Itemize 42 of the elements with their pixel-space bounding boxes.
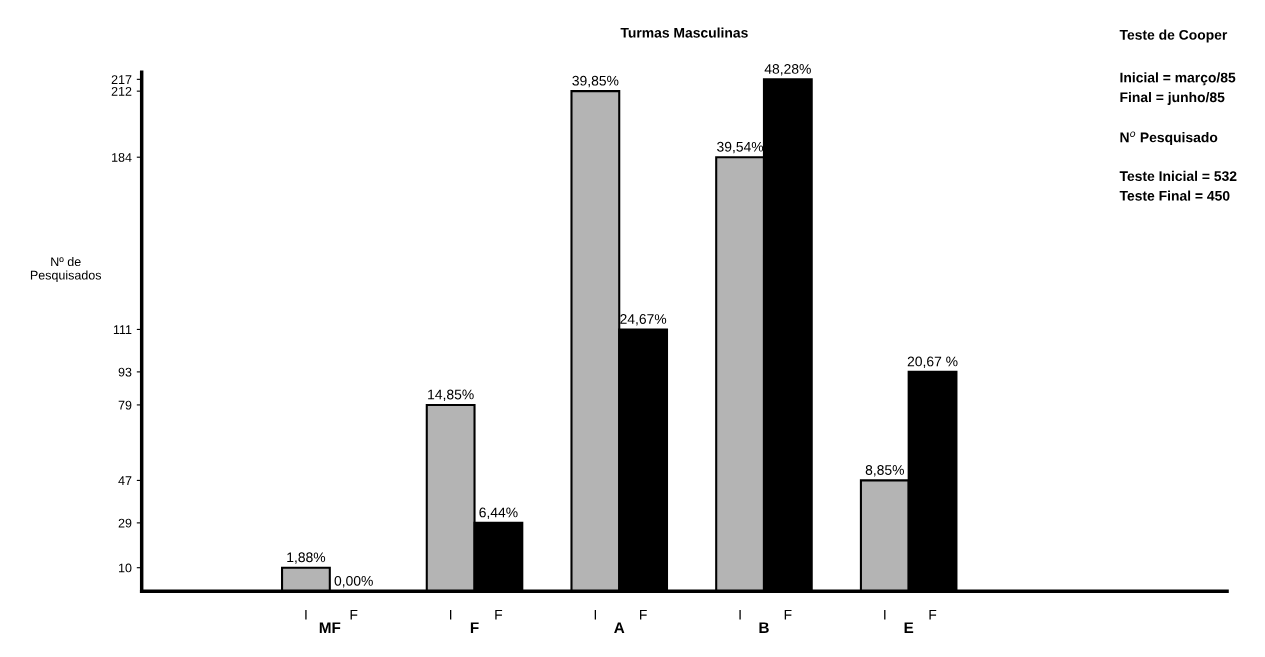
y-tick-label: 29: [118, 518, 132, 528]
x-tick-label: F: [470, 622, 479, 633]
y-axis-title: Nº de Pesquisados: [30, 256, 102, 283]
y-tick-label: 93: [118, 367, 132, 377]
text: I: [450, 609, 452, 620]
annotation: 6,44%: [479, 507, 518, 519]
x-tick-label: A: [614, 622, 625, 633]
y-tick-label: 79: [118, 400, 132, 410]
text: I: [594, 609, 597, 620]
x-tick-label: MF: [319, 622, 341, 633]
text: F: [784, 609, 792, 620]
y-tick-label: 47: [118, 476, 132, 485]
annotation: 14,85%: [428, 389, 474, 402]
annotation: 0,00%: [334, 575, 373, 588]
text: I: [884, 609, 886, 620]
y-tick-label: 184: [112, 153, 132, 162]
series-label: I: [305, 609, 307, 620]
y-tick-label: 217: [111, 75, 132, 84]
text: F: [929, 609, 937, 620]
text: I: [739, 609, 741, 620]
x-tick-label: B: [759, 622, 769, 633]
annotation: 39,54%: [717, 141, 764, 154]
text: Teste de Cooper: [1119, 29, 1228, 43]
annotation: 24,67%: [620, 314, 667, 326]
text: Teste Final = 450: [1119, 190, 1230, 201]
annotation: 39,85%: [572, 75, 619, 88]
y-tick-label: 111: [113, 325, 132, 334]
annotation: 48,28%: [764, 63, 811, 76]
annotation: 1,88%: [287, 552, 326, 564]
series-label: F: [350, 609, 358, 620]
text: Inicial = março/85: [1120, 72, 1236, 86]
y-tick-label: 212: [111, 86, 132, 96]
chart-title: Turmas Masculinas: [620, 27, 748, 38]
x-tick-label: E: [904, 622, 914, 633]
text: N$^{o}$ Pesquisado: [1120, 131, 1218, 146]
annotation: 20,67 %: [907, 356, 958, 369]
text: Teste Inicial = 532: [1119, 170, 1237, 182]
y-tick-label: 10: [119, 563, 132, 573]
text: F: [640, 609, 647, 620]
annotation: 8,85%: [865, 465, 904, 477]
text: Final = junho/85: [1120, 91, 1225, 105]
text: F: [495, 609, 503, 620]
